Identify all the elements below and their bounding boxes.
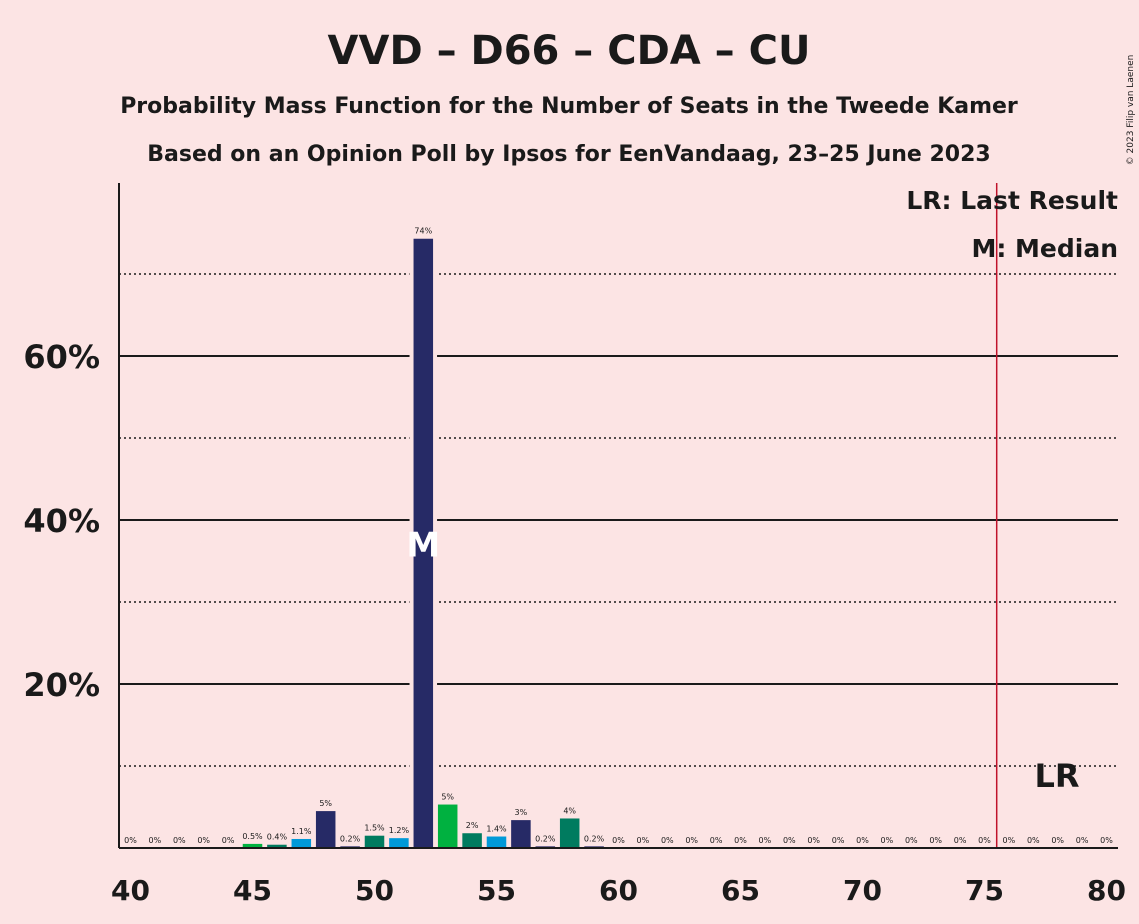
bar-label-seat-63: 0% <box>685 836 698 845</box>
bars <box>242 236 604 849</box>
bar-label-seat-48: 5% <box>319 799 332 808</box>
bar-seat-53 <box>437 804 458 848</box>
bar-label-seat-57: 0.2% <box>535 834 556 843</box>
bar-label-seat-60: 0% <box>612 836 625 845</box>
copyright-text: © 2023 Filip van Laenen <box>1126 55 1136 166</box>
bar-label-seat-53: 5% <box>441 793 454 802</box>
chart-subtitle-source: Based on an Opinion Poll by Ipsos for Ee… <box>147 142 990 167</box>
bar-label-seat-61: 0% <box>637 836 650 845</box>
bar-label-seat-64: 0% <box>710 836 723 845</box>
y-tick-label: 60% <box>23 338 100 376</box>
bar-label-seat-67: 0% <box>783 836 796 845</box>
bar-label-seat-42: 0% <box>173 836 186 845</box>
bar-label-seat-76: 0% <box>1003 836 1016 845</box>
bar-label-seat-55: 1.4% <box>486 825 507 834</box>
bar-label-seat-54: 2% <box>466 821 479 830</box>
bar-label-seat-43: 0% <box>197 836 210 845</box>
bar-label-seat-75: 0% <box>978 836 991 845</box>
y-tick-label: 20% <box>23 666 100 704</box>
axes <box>118 183 1118 849</box>
x-tick-label: 50 <box>355 874 394 907</box>
bar-label-seat-70: 0% <box>856 836 869 845</box>
bar-label-seat-56: 3% <box>515 808 528 817</box>
bar-label-seat-62: 0% <box>661 836 674 845</box>
bar-label-seat-72: 0% <box>905 836 918 845</box>
median-marker: M <box>406 526 440 566</box>
legend-last-result: LR: Last Result <box>906 186 1118 215</box>
legend-median: M: Median <box>971 234 1118 263</box>
bar-label-seat-73: 0% <box>929 836 942 845</box>
bar-label-seat-69: 0% <box>832 836 845 845</box>
bar-label-seat-46: 0.4% <box>267 833 288 842</box>
bar-labels: 0% 0% 0% 0% 0% 0.5% 0.4%1.1%5%0.2%1.5% 1.2%74%5… <box>124 227 1113 845</box>
bar-seat-51 <box>389 838 409 848</box>
bar-label-seat-68: 0% <box>807 836 820 845</box>
bar-seat-58 <box>559 818 580 848</box>
bar-label-seat-51: 1.2% <box>389 826 410 835</box>
y-tick-label: 40% <box>23 502 100 540</box>
bar-label-seat-41: 0% <box>149 836 162 845</box>
bar-seat-52 <box>413 238 434 849</box>
gridlines <box>119 273 1118 767</box>
bar-label-seat-71: 0% <box>881 836 894 845</box>
chart-subtitle: Probability Mass Function for the Number… <box>120 94 1018 119</box>
bar-label-seat-50: 1.5% <box>364 824 385 833</box>
bar-seat-47 <box>291 838 312 848</box>
x-tick-label: 45 <box>233 874 272 907</box>
bar-label-seat-66: 0% <box>759 836 772 845</box>
bar-seat-50 <box>364 835 385 848</box>
bar-label-seat-77: 0% <box>1027 836 1040 845</box>
bar-label-seat-52: 74% <box>414 227 432 236</box>
bar-seat-56 <box>511 820 531 848</box>
bar-label-seat-74: 0% <box>954 836 967 845</box>
bar-label-seat-59: 0.2% <box>584 834 605 843</box>
bar-label-seat-47: 1.1% <box>291 827 312 836</box>
bar-label-seat-44: 0% <box>222 836 235 845</box>
x-tick-label: 75 <box>965 874 1004 907</box>
x-tick-label: 80 <box>1087 874 1126 907</box>
last-result-marker: LR <box>1034 757 1079 795</box>
bar-seat-48 <box>315 811 336 848</box>
bar-seat-46 <box>267 844 287 848</box>
bar-label-seat-40: 0% <box>124 836 137 845</box>
y-tick-labels: 20% 40% 60% <box>23 338 100 704</box>
bar-seat-54 <box>462 833 482 848</box>
x-tick-label: 60 <box>599 874 638 907</box>
bar-seat-45 <box>242 843 263 848</box>
bar-label-seat-65: 0% <box>734 836 747 845</box>
bar-label-seat-79: 0% <box>1076 836 1089 845</box>
x-tick-labels: 40 45 50 55 60 65 70 75 80 <box>111 874 1126 907</box>
x-tick-label: 70 <box>843 874 882 907</box>
bar-label-seat-78: 0% <box>1051 836 1064 845</box>
x-tick-label: 40 <box>111 874 150 907</box>
bar-seat-55 <box>486 836 507 848</box>
bar-label-seat-80: 0% <box>1100 836 1113 845</box>
x-tick-label: 65 <box>721 874 760 907</box>
x-tick-label: 55 <box>477 874 516 907</box>
chart-title: VVD – D66 – CDA – CU <box>328 28 811 74</box>
bar-label-seat-49: 0.2% <box>340 834 361 843</box>
bar-label-seat-58: 4% <box>563 806 576 815</box>
bar-label-seat-45: 0.5% <box>242 832 263 841</box>
